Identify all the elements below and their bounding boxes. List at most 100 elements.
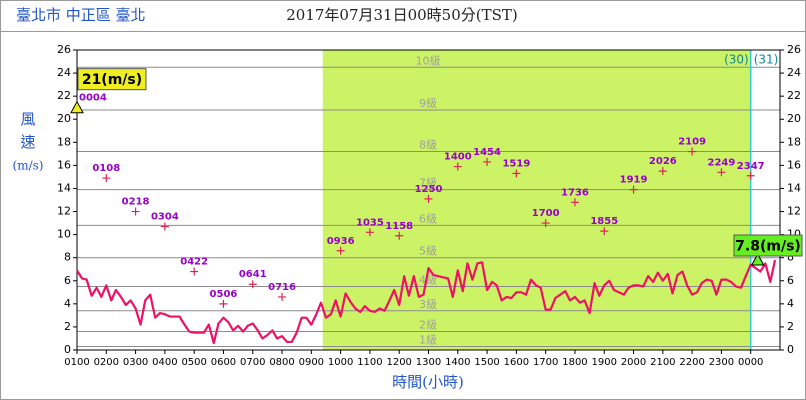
x-tick-label: 0700 bbox=[240, 357, 265, 368]
annotation-label: 7.8(m/s) bbox=[735, 239, 801, 255]
x-tick-label: 1600 bbox=[504, 357, 529, 368]
gust-label: 1250 bbox=[415, 184, 443, 195]
level-label: 4級 bbox=[419, 273, 437, 287]
gust-marker bbox=[483, 157, 492, 166]
x-tick-label: 2000 bbox=[621, 357, 646, 368]
annotation-marker bbox=[750, 252, 765, 266]
x-tick-label: 1000 bbox=[328, 357, 353, 368]
gust-marker bbox=[278, 292, 287, 301]
gust-marker bbox=[102, 174, 111, 183]
level-label: 1級 bbox=[419, 333, 437, 347]
x-tick-label: 0400 bbox=[152, 357, 177, 368]
y-tick-label: 18 bbox=[787, 135, 801, 148]
y-axis-label: (m/s) bbox=[13, 159, 44, 173]
y-tick-label: 16 bbox=[57, 158, 71, 171]
gust-label: 0004 bbox=[79, 93, 107, 104]
gust-label: 0641 bbox=[239, 269, 267, 280]
gust-label: 0422 bbox=[180, 257, 208, 268]
y-tick-label: 22 bbox=[787, 89, 801, 102]
x-tick-label: 0300 bbox=[123, 357, 148, 368]
x-tick-label: 0200 bbox=[94, 357, 119, 368]
gust-marker bbox=[570, 198, 579, 207]
x-tick-label: 1700 bbox=[533, 357, 558, 368]
y-tick-label: 4 bbox=[64, 297, 71, 310]
y-tick-label: 20 bbox=[787, 112, 801, 125]
gust-label: 2109 bbox=[678, 137, 706, 148]
gust-label: 0304 bbox=[151, 212, 179, 223]
gust-label: 0506 bbox=[210, 289, 238, 300]
gust-marker bbox=[395, 231, 404, 240]
x-tick-label: 1900 bbox=[592, 357, 617, 368]
gust-marker bbox=[336, 246, 345, 255]
gust-label: 1700 bbox=[532, 208, 560, 219]
x-tick-label: 1400 bbox=[445, 357, 470, 368]
gust-label: 2347 bbox=[737, 161, 765, 172]
gust-marker bbox=[190, 267, 199, 276]
x-tick-label: 1800 bbox=[562, 357, 587, 368]
x-tick-label: 0100 bbox=[64, 357, 89, 368]
gust-marker bbox=[629, 185, 638, 194]
level-label: 8級 bbox=[419, 138, 437, 152]
gust-label: 0108 bbox=[92, 163, 120, 174]
gust-label: 0218 bbox=[122, 197, 150, 208]
gust-marker bbox=[541, 219, 550, 228]
y-tick-label: 26 bbox=[787, 43, 801, 56]
gust-marker bbox=[746, 171, 755, 180]
gust-label: 0716 bbox=[268, 282, 296, 293]
y-tick-label: 16 bbox=[787, 158, 801, 171]
x-tick-label: 0000 bbox=[738, 357, 763, 368]
y-tick-label: 2 bbox=[64, 320, 71, 333]
level-label: 9級 bbox=[419, 96, 437, 110]
location: 臺北市 中正區 臺北 bbox=[16, 6, 146, 24]
x-tick-label: 1300 bbox=[416, 357, 441, 368]
gust-label: 2026 bbox=[649, 156, 677, 167]
gust-label: 1454 bbox=[473, 147, 501, 158]
x-tick-label: 1500 bbox=[474, 357, 499, 368]
annotation-marker bbox=[70, 100, 84, 114]
gust-marker bbox=[600, 227, 609, 236]
x-axis-label: 時間(小時) bbox=[392, 373, 464, 391]
x-tick-label: 2300 bbox=[709, 357, 734, 368]
y-tick-label: 6 bbox=[787, 274, 794, 287]
gust-marker bbox=[365, 228, 374, 237]
level-label: 5級 bbox=[419, 244, 437, 258]
y-tick-label: 12 bbox=[57, 205, 71, 218]
day-label: (31) bbox=[754, 53, 779, 67]
wind-line bbox=[76, 259, 777, 345]
annotation-box bbox=[733, 234, 803, 257]
level-label: 6級 bbox=[419, 211, 437, 225]
gust-marker bbox=[453, 162, 462, 171]
gust-marker bbox=[717, 168, 726, 177]
plot-border bbox=[76, 49, 781, 351]
gust-label: 1035 bbox=[356, 217, 384, 228]
y-tick-label: 8 bbox=[787, 251, 794, 264]
annotation-label: 21(m/s) bbox=[82, 72, 142, 88]
gust-label: 1919 bbox=[620, 175, 648, 186]
y-tick-label: 12 bbox=[787, 205, 801, 218]
y-tick-label: 18 bbox=[57, 135, 71, 148]
y-tick-label: 8 bbox=[64, 251, 71, 264]
level-label: 7級 bbox=[419, 176, 437, 190]
level-label: 3級 bbox=[419, 297, 437, 311]
shaded-region bbox=[322, 50, 751, 350]
gust-label: 1158 bbox=[385, 221, 413, 232]
x-tick-label: 1200 bbox=[386, 357, 411, 368]
x-tick-label: 2100 bbox=[650, 357, 675, 368]
y-tick-label: 24 bbox=[787, 66, 801, 79]
y-tick-label: 0 bbox=[787, 343, 794, 356]
y-tick-label: 22 bbox=[57, 89, 71, 102]
y-axis-label: 速 bbox=[20, 133, 35, 151]
x-tick-label: 2200 bbox=[679, 357, 704, 368]
gust-marker bbox=[131, 207, 140, 216]
level-label: 10級 bbox=[416, 53, 441, 67]
y-tick-label: 4 bbox=[787, 297, 794, 310]
y-tick-label: 20 bbox=[57, 112, 71, 125]
day-label: (30) bbox=[724, 53, 749, 67]
gust-marker bbox=[688, 147, 697, 156]
gust-label: 2249 bbox=[707, 157, 735, 168]
y-tick-label: 24 bbox=[57, 66, 71, 79]
y-tick-label: 26 bbox=[57, 43, 71, 56]
level-label: 2級 bbox=[419, 318, 437, 332]
x-tick-label: 0900 bbox=[299, 357, 324, 368]
